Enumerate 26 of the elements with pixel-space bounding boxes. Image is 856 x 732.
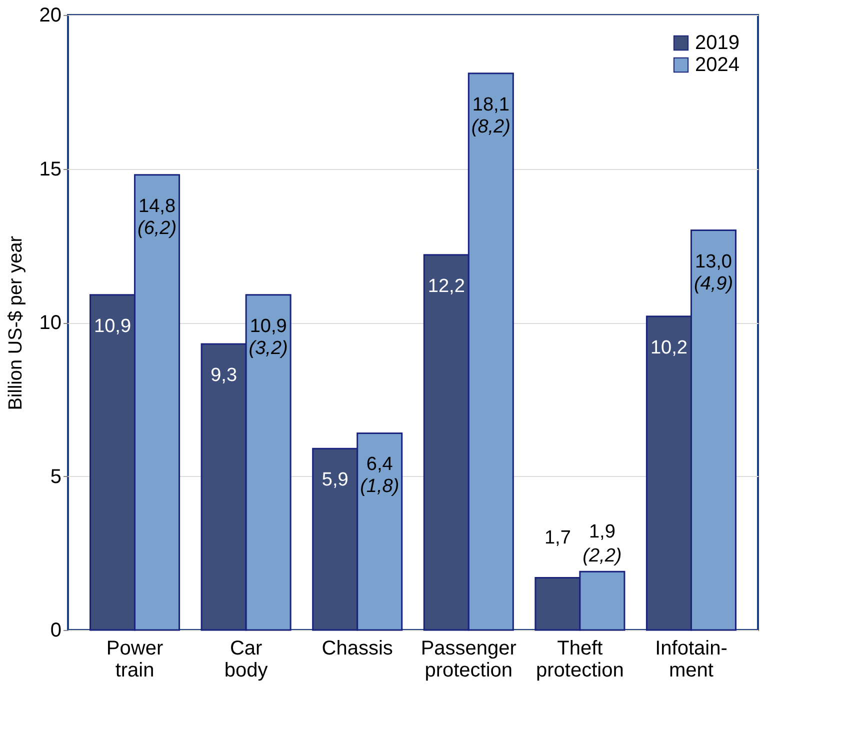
y-tick-label: 10 xyxy=(39,312,62,334)
text: 14,8 (6,2) xyxy=(137,196,177,239)
legend-label: 2019 xyxy=(695,32,740,54)
x-tick-label: Theft protection xyxy=(536,638,624,682)
x-tick-label: Power train xyxy=(106,638,164,682)
data-label: 12,2 xyxy=(428,276,465,297)
text: 18,1 (8,2) xyxy=(471,94,510,138)
x-tick-label: Chassis xyxy=(322,638,393,660)
x-tick-label: Car body xyxy=(224,638,268,682)
text: 10,9 (3,2) xyxy=(248,316,288,359)
x-tick-label: Infotain- ment xyxy=(655,638,728,682)
data-label: 10,2 xyxy=(650,337,688,358)
data-label: 10,9 xyxy=(94,316,132,337)
y-tick-label: 20 xyxy=(39,4,62,26)
y-axis-title: Billion US-$ per year xyxy=(5,235,26,410)
y-tick-label: 0 xyxy=(50,620,62,642)
data-label: 1,9 (2,2) xyxy=(582,522,622,567)
y-tick-label: 5 xyxy=(50,466,62,488)
data-label: 5,9 xyxy=(322,470,348,491)
data-label: 1,7 xyxy=(544,528,571,549)
text: 13,0 (4,9) xyxy=(694,251,734,294)
data-label: 9,3 xyxy=(210,365,238,386)
y-tick-label: 15 xyxy=(39,158,62,180)
x-tick-label: Passenger protection xyxy=(420,638,517,682)
text: 6,4 (1,8) xyxy=(360,454,400,498)
legend-label: 2024 xyxy=(695,54,740,76)
